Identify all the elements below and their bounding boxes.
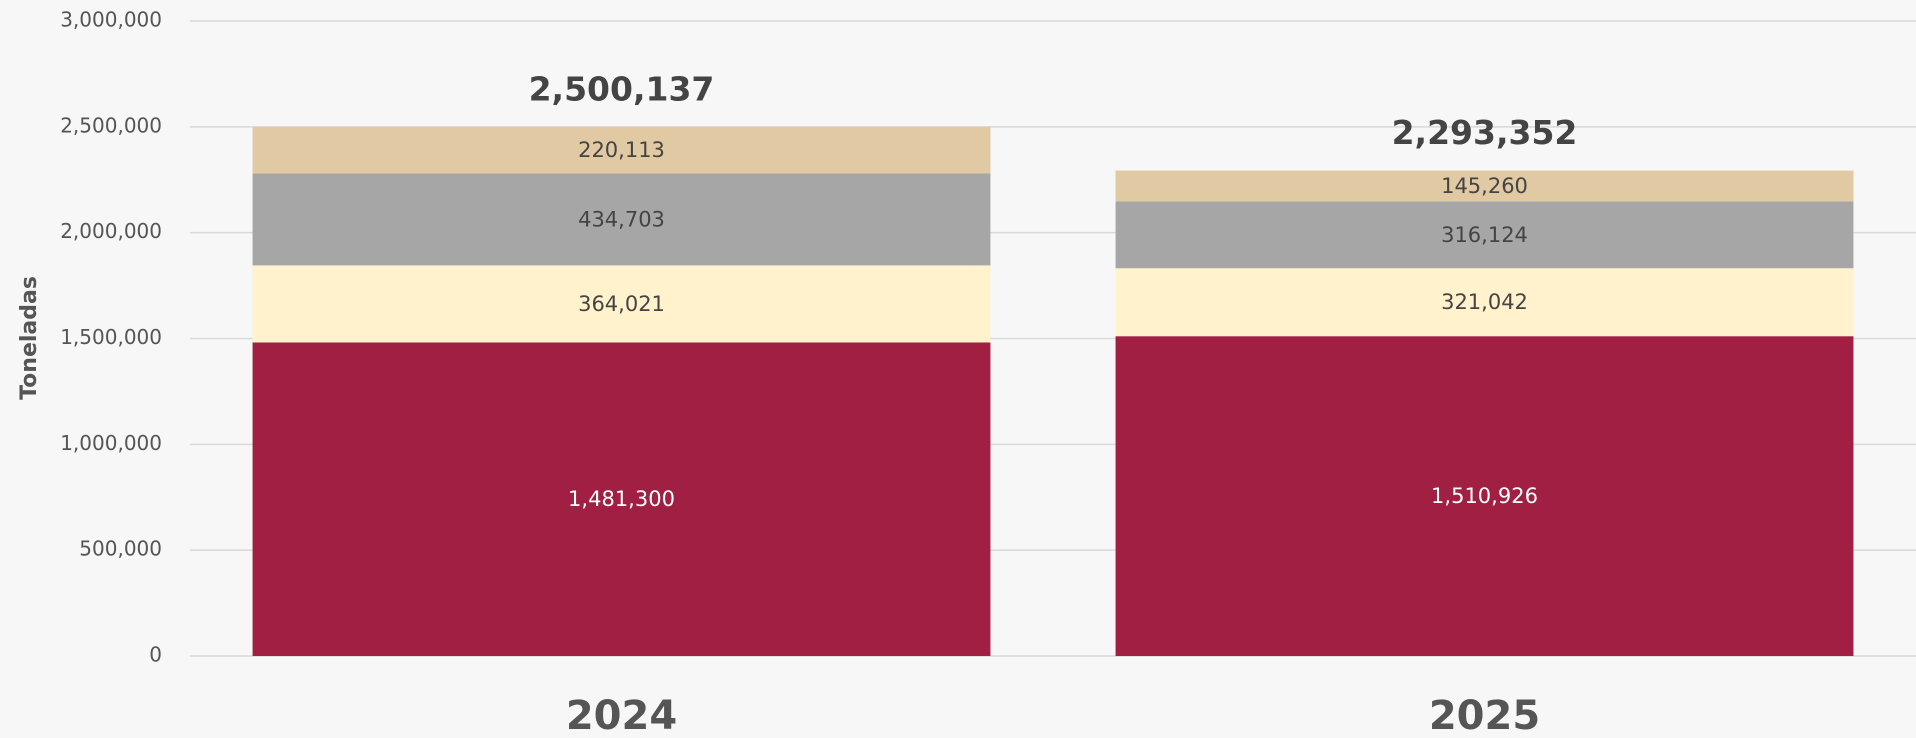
bar-segment: [252, 126, 991, 174]
data-label: 316,124: [1441, 223, 1528, 247]
data-label: 1,510,926: [1431, 484, 1538, 508]
y-tick-label: 2,500,000: [60, 113, 162, 137]
total-label: 2,500,137: [529, 69, 715, 108]
bar-segment: [252, 173, 991, 266]
bar-segment: [252, 342, 991, 656]
y-tick-label: 500,000: [79, 537, 162, 561]
y-axis-label: Toneladas: [17, 276, 42, 400]
total-label: 2,293,352: [1392, 113, 1578, 152]
bar-segment: [1115, 268, 1854, 337]
bar-segment: [1115, 170, 1854, 202]
y-tick-label: 3,000,000: [60, 8, 162, 32]
y-tick-label: 0: [149, 643, 162, 667]
bar-segment: [252, 265, 991, 343]
data-label: 364,021: [578, 292, 665, 316]
data-label: 1,481,300: [568, 487, 675, 511]
x-tick-label: 2024: [566, 693, 677, 738]
y-tick-label: 1,000,000: [60, 431, 162, 455]
data-label: 145,260: [1441, 174, 1528, 198]
y-tick-label: 2,000,000: [60, 219, 162, 243]
data-label: 434,703: [578, 207, 665, 231]
data-label: 220,113: [578, 138, 665, 162]
x-tick-label: 2025: [1429, 693, 1540, 738]
data-label: 321,042: [1441, 290, 1528, 314]
y-tick-label: 1,500,000: [60, 325, 162, 349]
bar-segment: [1115, 336, 1854, 656]
bar-segment: [1115, 201, 1854, 269]
